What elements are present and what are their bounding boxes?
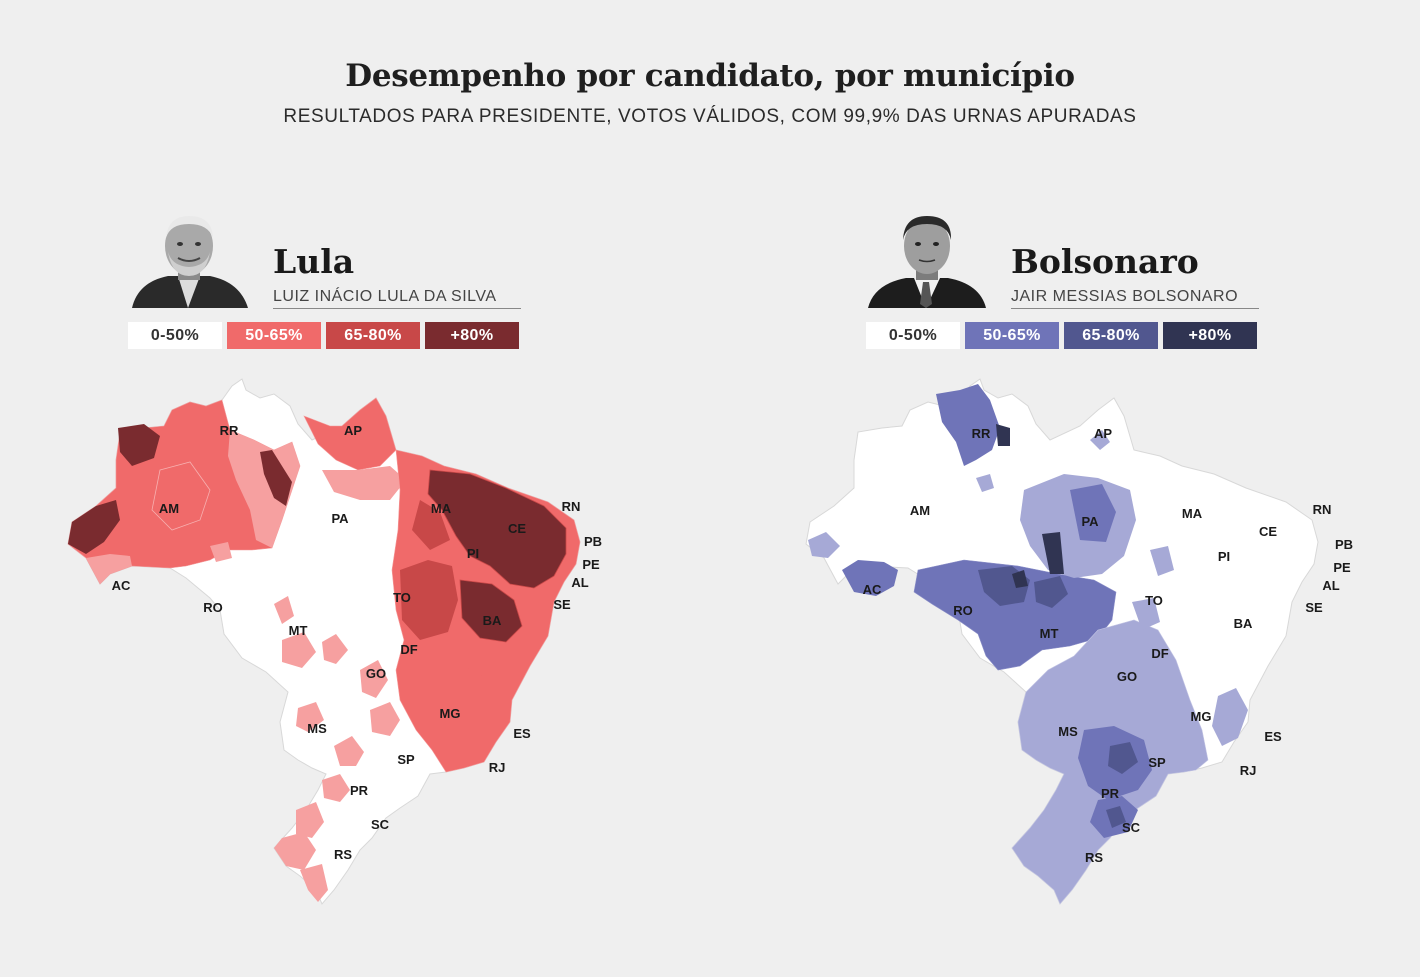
bolsonaro-label-pb: PB — [1335, 537, 1353, 552]
bolsonaro-label-pr: PR — [1101, 786, 1120, 801]
bolsonaro-label-sc: SC — [1122, 820, 1141, 835]
bolsonaro-label-se: SE — [1305, 600, 1323, 615]
lula-label-ro: RO — [203, 600, 223, 615]
lula-label-am: AM — [159, 501, 179, 516]
bolsonaro-label-pi: PI — [1218, 549, 1230, 564]
page-subtitle: RESULTADOS PARA PRESIDENTE, VOTOS VÁLIDO… — [283, 106, 1137, 127]
bolsonaro-legend-0-50: 0-50% — [866, 322, 960, 349]
lula-legend: 0-50% 50-65% 65-80% +80% — [128, 322, 519, 349]
bolsonaro-label-rs: RS — [1085, 850, 1103, 865]
bolsonaro-label-ap: AP — [1094, 426, 1112, 441]
bolsonaro-label-rr: RR — [972, 426, 991, 441]
lula-header: Lula LUIZ INÁCIO LULA DA SILVA — [128, 212, 524, 310]
lula-label-ba: BA — [483, 613, 502, 628]
bolsonaro-panel: Bolsonaro JAIR MESSIAS BOLSONARO 0-50% 5… — [798, 0, 1358, 977]
lula-label-al: AL — [571, 575, 588, 590]
page-header: Desempenho por candidato, por município … — [0, 58, 1420, 128]
lula-label-rn: RN — [562, 499, 581, 514]
lula-full-name: LUIZ INÁCIO LULA DA SILVA — [273, 288, 521, 309]
lula-portrait — [128, 212, 250, 308]
lula-label-es: ES — [513, 726, 531, 741]
lula-label-ac: AC — [112, 578, 131, 593]
lula-label-ma: MA — [431, 501, 452, 516]
bolsonaro-label-ma: MA — [1182, 506, 1203, 521]
bolsonaro-portrait — [866, 212, 988, 308]
lula-label-ap: AP — [344, 423, 362, 438]
page-title: Desempenho por candidato, por município — [345, 58, 1075, 94]
lula-label-pr: PR — [350, 783, 369, 798]
lula-label-to: TO — [393, 590, 411, 605]
lula-label-rj: RJ — [489, 760, 506, 775]
bolsonaro-label-pe: PE — [1333, 560, 1351, 575]
bolsonaro-label-ro: RO — [953, 603, 973, 618]
bolsonaro-label-am: AM — [910, 503, 930, 518]
bolsonaro-map: RR AP AM PA MA CE RN PB PE AL SE PI AC R… — [798, 370, 1358, 930]
lula-label-ms: MS — [307, 721, 327, 736]
lula-legend-50-65: 50-65% — [227, 322, 321, 349]
bolsonaro-label-mt: MT — [1040, 626, 1059, 641]
lula-label-se: SE — [553, 597, 571, 612]
lula-label-df: DF — [400, 642, 417, 657]
lula-label-ce: CE — [508, 521, 526, 536]
bolsonaro-label-to: TO — [1145, 593, 1163, 608]
bolsonaro-label-mg: MG — [1191, 709, 1212, 724]
lula-label-sc: SC — [371, 817, 390, 832]
lula-legend-80-plus: +80% — [425, 322, 519, 349]
lula-label-rs: RS — [334, 847, 352, 862]
lula-label-pe: PE — [582, 557, 600, 572]
bolsonaro-label-al: AL — [1322, 578, 1339, 593]
lula-label-pb: PB — [584, 534, 602, 549]
bolsonaro-legend-80-plus: +80% — [1163, 322, 1257, 349]
bolsonaro-label-ac: AC — [863, 582, 882, 597]
bolsonaro-label-rn: RN — [1313, 502, 1332, 517]
bolsonaro-label-ms: MS — [1058, 724, 1078, 739]
lula-label-pi: PI — [467, 546, 479, 561]
lula-name: Lula — [273, 242, 355, 281]
bolsonaro-legend-50-65: 50-65% — [965, 322, 1059, 349]
bolsonaro-legend: 0-50% 50-65% 65-80% +80% — [866, 322, 1257, 349]
bolsonaro-full-name: JAIR MESSIAS BOLSONARO — [1011, 288, 1259, 309]
lula-legend-65-80: 65-80% — [326, 322, 420, 349]
bolsonaro-label-sp: SP — [1148, 755, 1166, 770]
bolsonaro-legend-65-80: 65-80% — [1064, 322, 1158, 349]
bolsonaro-label-rj: RJ — [1240, 763, 1257, 778]
lula-label-mt: MT — [289, 623, 308, 638]
lula-label-pa: PA — [331, 511, 349, 526]
lula-map: RR AP AM PA MA CE RN PB PE AL SE PI AC R… — [60, 370, 620, 930]
bolsonaro-label-df: DF — [1151, 646, 1168, 661]
bolsonaro-label-es: ES — [1264, 729, 1282, 744]
lula-label-rr: RR — [220, 423, 239, 438]
lula-label-sp: SP — [397, 752, 415, 767]
lula-label-go: GO — [366, 666, 386, 681]
lula-label-mg: MG — [440, 706, 461, 721]
lula-legend-0-50: 0-50% — [128, 322, 222, 349]
bolsonaro-label-go: GO — [1117, 669, 1137, 684]
bolsonaro-label-pa: PA — [1081, 514, 1099, 529]
lula-panel: Lula LUIZ INÁCIO LULA DA SILVA 0-50% 50-… — [60, 0, 620, 977]
bolsonaro-label-ba: BA — [1234, 616, 1253, 631]
bolsonaro-label-ce: CE — [1259, 524, 1277, 539]
bolsonaro-name: Bolsonaro — [1011, 242, 1199, 281]
bolsonaro-header: Bolsonaro JAIR MESSIAS BOLSONARO — [866, 212, 1262, 310]
